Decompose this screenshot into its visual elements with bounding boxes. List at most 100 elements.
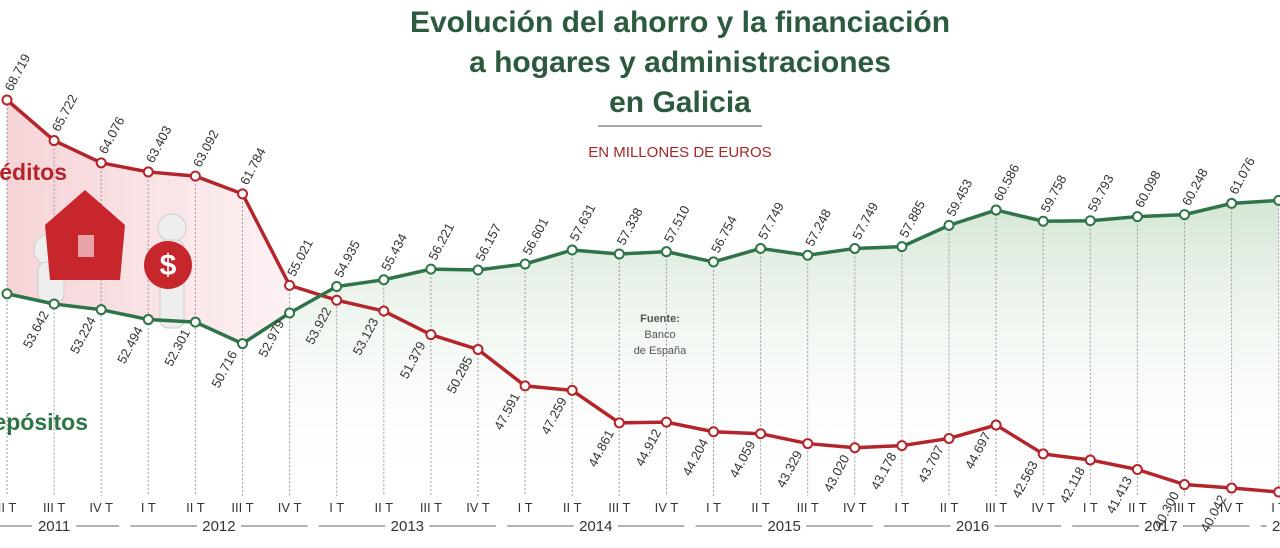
year-label: 2015 <box>767 518 800 535</box>
title-line: en Galicia <box>609 86 751 119</box>
year-label-bg <box>385 517 430 535</box>
x-tick-label: III T <box>420 500 442 515</box>
x-tick-label: III T <box>608 500 630 515</box>
data-point <box>284 279 296 291</box>
data-point <box>755 242 767 254</box>
data-point <box>189 170 201 182</box>
value-label: 60.586 <box>991 161 1023 203</box>
year-label-bg <box>1138 517 1183 535</box>
data-point <box>1 94 13 106</box>
subtitle: EN MILLONES DE EUROS <box>588 144 771 161</box>
year-label: 2016 <box>956 518 989 535</box>
legend-label: Créditos <box>0 159 67 185</box>
data-point <box>1179 209 1190 221</box>
value-label: 57.749 <box>755 200 787 242</box>
legend-label: Depósitos <box>0 409 88 435</box>
data-point <box>1 288 13 300</box>
data-point <box>849 442 861 454</box>
data-point <box>95 304 107 316</box>
year-label: 2014 <box>579 518 612 535</box>
x-tick-label: II T <box>186 500 205 515</box>
data-point <box>237 188 248 200</box>
data-point <box>660 246 672 258</box>
value-label: 61.784 <box>237 145 269 187</box>
data-point <box>1226 482 1238 494</box>
value-label: 55.434 <box>378 231 410 273</box>
year-label: 2017 <box>1144 518 1177 535</box>
x-tick-label: II T <box>563 500 582 515</box>
data-point <box>189 316 201 328</box>
value-label: 54.935 <box>331 238 363 280</box>
data-point <box>1226 197 1238 209</box>
value-label: 52.301 <box>161 327 193 369</box>
source-line: de España <box>634 345 687 357</box>
value-label: 63.092 <box>190 127 222 169</box>
x-tick-label: IV T <box>278 500 302 515</box>
value-label: 63.403 <box>143 123 175 165</box>
data-point <box>943 432 955 444</box>
data-point <box>566 384 578 396</box>
x-tick-label: IV T <box>466 500 490 515</box>
series-line <box>6 198 1279 346</box>
data-point <box>331 294 343 306</box>
year-label-bg <box>1266 517 1280 535</box>
x-tick-label: I T <box>1271 500 1280 515</box>
x-tick-label: II T <box>375 500 394 515</box>
data-point <box>237 338 248 350</box>
x-tick-label: I T <box>518 500 533 515</box>
x-tick-label: IV T <box>1031 500 1055 515</box>
value-label: 59.793 <box>1085 172 1117 214</box>
data-point <box>990 419 1002 431</box>
data-point <box>849 242 861 254</box>
year-label: 2012 <box>202 518 235 535</box>
data-point <box>331 281 343 293</box>
year-label: 2011 <box>38 518 70 535</box>
data-point <box>519 258 531 270</box>
x-tick-label: IV T <box>843 500 867 515</box>
x-tick-label: I T <box>1083 500 1098 515</box>
data-point <box>708 256 719 268</box>
year-label-bg <box>762 517 807 535</box>
svg-text:$: $ <box>160 249 177 282</box>
title-line: Evolución del ahorro y la financiación <box>410 6 950 39</box>
data-point <box>1273 486 1280 498</box>
x-tick-label: III T <box>985 500 1007 515</box>
x-tick-label: II T <box>751 500 770 515</box>
data-point <box>1179 479 1190 491</box>
data-point <box>378 274 390 286</box>
data-point <box>896 241 908 253</box>
data-point <box>1131 211 1143 223</box>
x-tick-label: III T <box>43 500 65 515</box>
data-point <box>48 298 60 310</box>
x-tick-label: II T <box>940 500 959 515</box>
data-point <box>472 343 484 355</box>
x-tick-label: I T <box>141 500 156 515</box>
value-label: 60.098 <box>1132 168 1164 210</box>
value-label: 59.453 <box>943 177 975 219</box>
value-label: 57.749 <box>849 200 881 242</box>
data-point <box>755 428 767 440</box>
value-label: 64.076 <box>96 114 128 156</box>
value-label: 57.631 <box>567 201 599 243</box>
data-point <box>1084 454 1096 466</box>
data-point <box>142 166 154 178</box>
data-point <box>990 204 1002 216</box>
data-point <box>802 249 814 261</box>
data-point <box>142 314 154 326</box>
data-point <box>613 248 625 260</box>
data-point <box>519 380 531 392</box>
value-label: 53.642 <box>20 308 52 350</box>
value-label: 52.494 <box>114 324 146 366</box>
value-label: 56.601 <box>520 215 552 257</box>
value-label: 56.221 <box>425 220 457 262</box>
x-tick-label: IV T <box>655 500 679 515</box>
x-tick-label: III T <box>231 500 253 515</box>
value-label: 50.716 <box>208 348 240 390</box>
value-label: 57.248 <box>802 206 834 248</box>
year-label: 2018 <box>1272 518 1280 535</box>
data-point <box>48 135 60 147</box>
data-point <box>802 438 814 450</box>
data-point <box>95 157 107 169</box>
data-point <box>660 416 672 428</box>
data-point <box>1131 463 1143 475</box>
